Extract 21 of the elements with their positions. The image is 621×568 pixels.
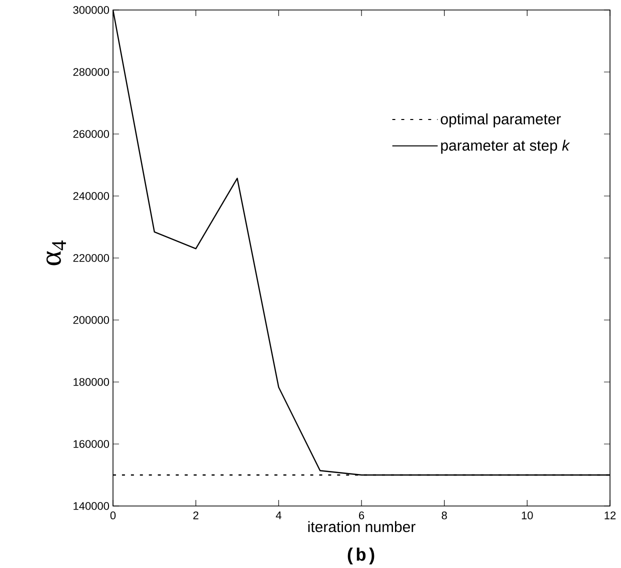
x-tick-label: 0 bbox=[110, 512, 116, 520]
legend-label: parameter at step k bbox=[441, 140, 570, 154]
x-tick-label: 10 bbox=[522, 512, 533, 520]
text: (b) bbox=[348, 548, 374, 565]
y-tick-label: 200000 bbox=[73, 316, 110, 324]
y-tick-label: 180000 bbox=[74, 378, 110, 386]
y-axis-title: α$_{4}$ bbox=[46, 240, 66, 266]
y-tick-label: 260000 bbox=[73, 130, 110, 138]
x-tick-label: 6 bbox=[359, 512, 364, 520]
y-tick-label: 220000 bbox=[73, 254, 110, 262]
y-tick-label: 160000 bbox=[74, 440, 110, 448]
legend-label: optimal parameter bbox=[440, 114, 561, 128]
x-tick-label: 2 bbox=[193, 512, 198, 520]
y-tick-label: 280000 bbox=[73, 68, 110, 76]
x-tick-label: 8 bbox=[442, 512, 447, 520]
x-tick-label: 4 bbox=[276, 512, 282, 520]
x-axis-title: iteration number bbox=[308, 521, 416, 532]
y-tick-label: 240000 bbox=[73, 192, 110, 200]
y-tick-label: 300000 bbox=[73, 6, 110, 14]
x-tick-label: 12 bbox=[604, 512, 616, 520]
y-tick-label: 140000 bbox=[74, 502, 110, 510]
